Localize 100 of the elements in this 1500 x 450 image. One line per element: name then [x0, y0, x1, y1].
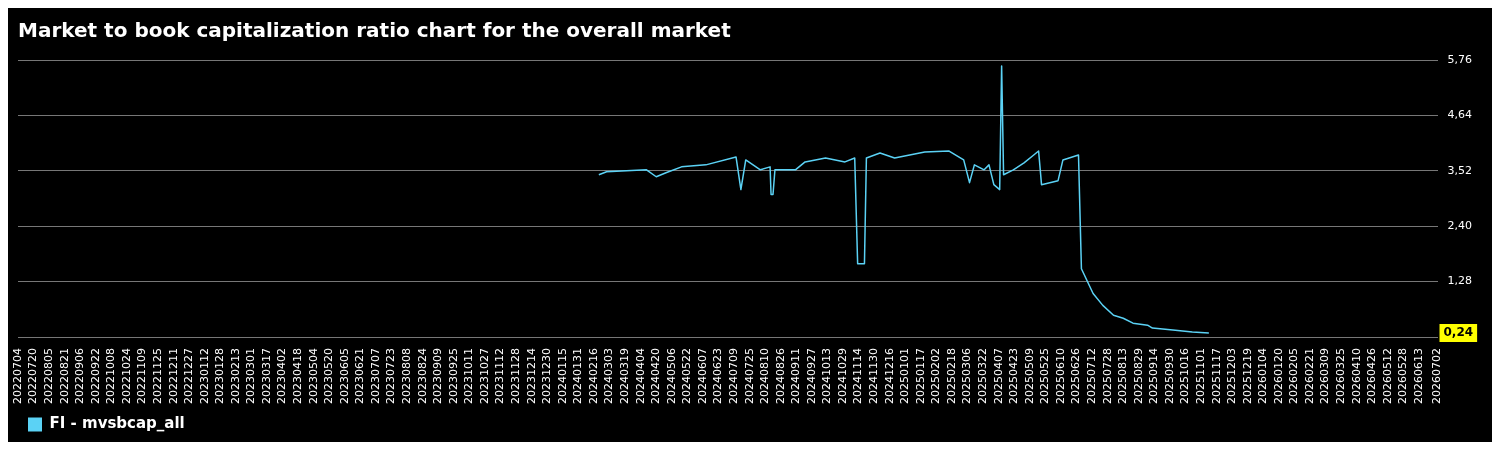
x-tick-label: 20250829 [1131, 348, 1145, 405]
x-tick-label: 20250626 [1069, 348, 1083, 405]
x-tick-label: 20240319 [617, 348, 631, 405]
x-tick-label: 20250930 [1162, 348, 1176, 405]
x-tick-label: 20250218 [944, 348, 958, 405]
x-tick-label: 20230418 [291, 348, 305, 405]
x-tick-label: 20260512 [1380, 348, 1394, 405]
x-tick-label: 20230402 [275, 348, 289, 405]
x-tick-label: 20260104 [1256, 348, 1270, 405]
x-tick-label: 20231112 [493, 348, 507, 405]
x-tick-label: 20250525 [1038, 348, 1052, 405]
x-tick-label: 20240927 [804, 348, 818, 405]
x-tick-label: 20230707 [368, 348, 382, 405]
x-tick-label: 20250101 [898, 348, 912, 405]
x-tick-label: 20260410 [1349, 348, 1363, 405]
x-tick-label: 20240216 [586, 348, 600, 405]
x-tick-label: 20260120 [1271, 348, 1285, 405]
x-tick-label: 20231011 [462, 348, 476, 405]
x-tick-label: 20230112 [197, 348, 211, 405]
x-tick-label: 20231027 [477, 348, 491, 405]
x-tick-label: 20251016 [1178, 348, 1192, 405]
x-tick-label: 20251203 [1225, 348, 1239, 405]
x-tick-label: 20221211 [166, 348, 180, 405]
y-tick-label: 4,64 [1447, 108, 1473, 122]
x-tick-label: 20250423 [1007, 348, 1021, 405]
x-tick-label: 20230621 [353, 348, 367, 405]
y-tick-label: 3,52 [1447, 163, 1473, 177]
x-tick-label: 20220906 [73, 348, 87, 405]
x-tick-label: 20241013 [820, 348, 834, 405]
text: 0,24 [1443, 325, 1474, 340]
x-tick-label: 20230605 [337, 348, 351, 405]
chart-title: Market to book capitalization ratio chart for the overall market [18, 18, 732, 43]
x-tick-label: 20220922 [88, 348, 102, 405]
x-tick-label: 20250712 [1084, 348, 1098, 405]
x-tick-label: 20230824 [415, 348, 429, 405]
y-tick-label: 5,76 [1447, 52, 1473, 66]
x-tick-label: 20220805 [41, 348, 55, 405]
x-tick-label: 20240420 [649, 348, 663, 405]
x-tick-label: 20230909 [431, 348, 445, 405]
x-tick-label: 20240607 [695, 348, 709, 405]
x-tick-label: 20231214 [524, 348, 538, 405]
x-tick-label: 20230723 [384, 348, 398, 405]
x-tick-label: 20231230 [540, 348, 554, 405]
x-tick-label: 20250117 [913, 348, 927, 405]
x-tick-label: 20260702 [1430, 348, 1444, 405]
x-tick-label: 20240404 [633, 348, 647, 405]
x-tick-label: 20240131 [571, 348, 585, 405]
x-tick-label: 20260613 [1411, 348, 1425, 405]
x-tick-label: 20241216 [882, 348, 896, 405]
x-tick-label: 20250322 [976, 348, 990, 405]
x-tick-label: 20240826 [773, 348, 787, 405]
x-tick-label: 20221024 [119, 348, 133, 405]
x-tick-label: 20260221 [1302, 348, 1316, 405]
x-tick-label: 20240810 [758, 348, 772, 405]
x-tick-label: 20250610 [1053, 348, 1067, 405]
x-tick-label: 20221227 [182, 348, 196, 405]
x-tick-label: 20250202 [929, 348, 943, 405]
x-tick-label: 20240506 [664, 348, 678, 405]
x-tick-label: 20230213 [228, 348, 242, 405]
x-tick-label: 20251117 [1209, 348, 1223, 405]
x-tick-label: 20241029 [835, 348, 849, 405]
x-tick-label: 20230520 [322, 348, 336, 405]
x-tick-label: 20221008 [104, 348, 118, 405]
legend-label: FI - mvsbcap_all [49, 414, 185, 433]
x-tick-label: 20221125 [150, 348, 164, 405]
x-tick-label: 20251101 [1193, 348, 1207, 405]
x-tick-label: 20240303 [602, 348, 616, 405]
x-tick-label: 20241130 [867, 348, 881, 405]
x-tick-label: 20250813 [1116, 348, 1130, 405]
x-tick-label: 20230317 [259, 348, 273, 405]
x-tick-label: 20220704 [10, 348, 24, 405]
x-tick-label: 20231128 [509, 348, 522, 405]
x-tick-label: 20250728 [1100, 348, 1114, 405]
x-tick-label: 20260325 [1334, 348, 1348, 405]
x-tick-label: 20230128 [213, 348, 227, 405]
x-tick-label: 20250306 [960, 348, 974, 405]
x-tick-label: 20220821 [57, 348, 71, 405]
x-tick-label: 20230301 [244, 348, 258, 405]
x-tick-label: 20250509 [1022, 348, 1036, 405]
y-tick-label: 1,28 [1447, 274, 1473, 288]
x-tick-label: 20240709 [726, 348, 740, 405]
x-tick-label: 20260426 [1365, 348, 1379, 405]
x-tick-label: 20221109 [135, 348, 149, 405]
x-tick-label: 20240911 [789, 348, 803, 405]
x-tick-label: 20230925 [446, 348, 460, 405]
x-tick-label: 20260528 [1396, 348, 1410, 405]
x-tick-label: 20230504 [306, 348, 320, 405]
x-tick-label: 20250407 [991, 348, 1005, 405]
x-tick-label: 20250914 [1147, 348, 1161, 405]
x-tick-label: 20240725 [742, 348, 756, 405]
x-tick-label: 20241114 [851, 348, 865, 405]
x-tick-label: 20240522 [680, 348, 694, 405]
y-tick-label: 2,40 [1447, 219, 1473, 233]
x-tick-label: 20251219 [1240, 348, 1254, 405]
x-tick-label: 20240115 [555, 348, 569, 405]
x-tick-label: 20220720 [26, 348, 40, 405]
x-tick-label: 20230808 [400, 348, 414, 405]
x-tick-label: 20240623 [711, 348, 725, 405]
x-tick-label: 20260205 [1287, 348, 1301, 405]
x-tick-label: 20260309 [1318, 348, 1332, 405]
